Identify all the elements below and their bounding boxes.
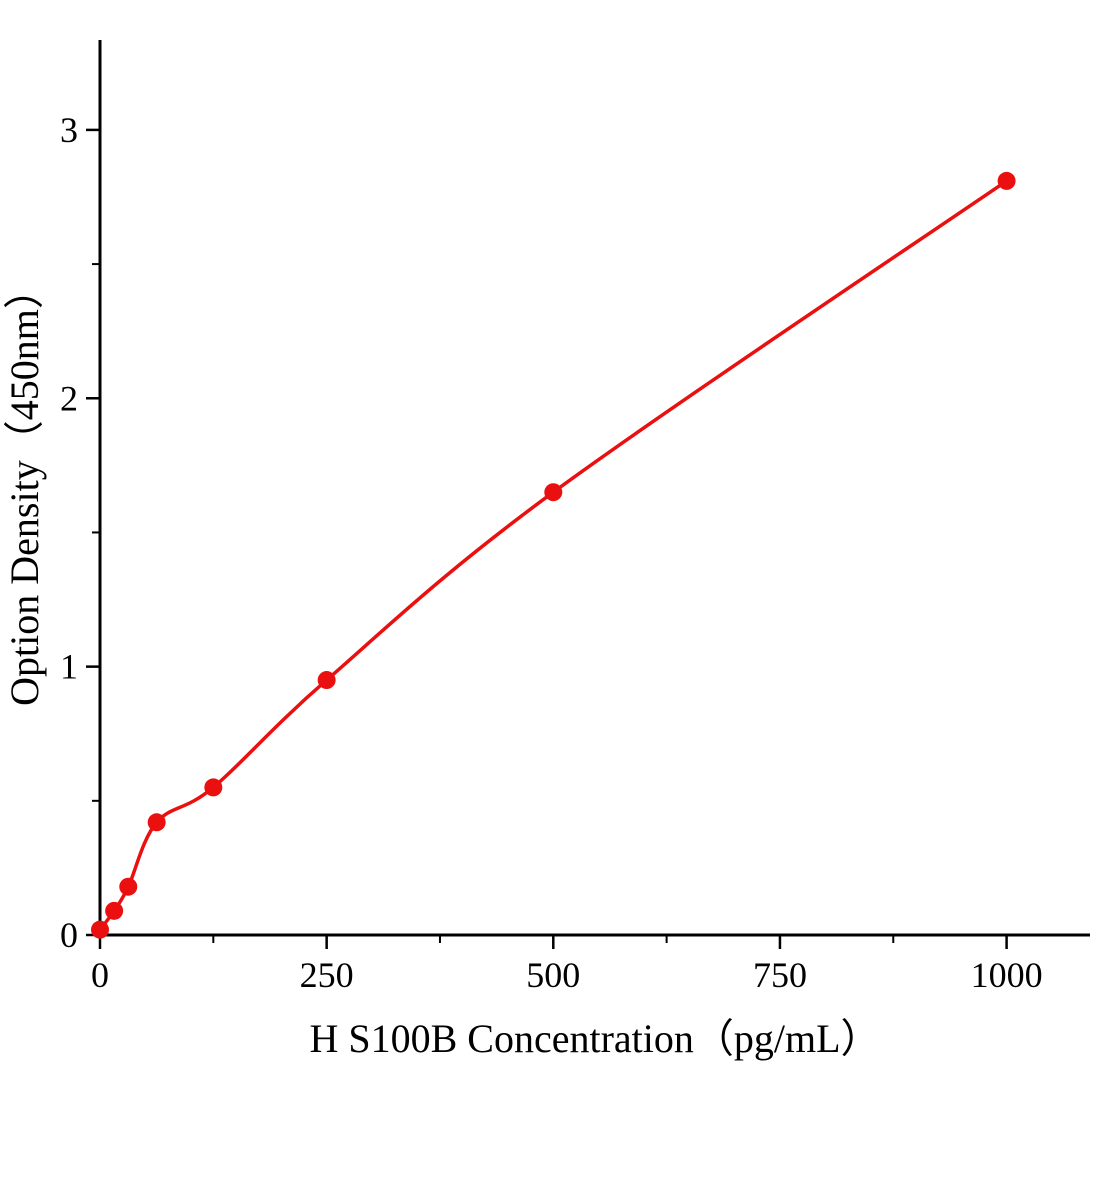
data-point [91, 920, 109, 939]
data-point [544, 483, 563, 502]
x-axis-label: H S100B Concentration（pg/mL） [309, 1016, 880, 1061]
data-point [204, 778, 223, 797]
data-point [997, 171, 1016, 190]
fit-curve [98, 179, 1009, 932]
x-tick-label: 750 [753, 955, 807, 995]
y-tick-label: 0 [60, 915, 78, 955]
data-point [317, 671, 336, 690]
y-tick-label: 1 [60, 647, 78, 687]
y-tick-label: 2 [60, 378, 78, 418]
x-tick-label: 1000 [971, 955, 1043, 995]
x-tick-label: 500 [526, 955, 580, 995]
y-axis-label: Option Density（450nm） [2, 269, 47, 706]
data-point [105, 901, 124, 920]
x-tick-label: 0 [91, 955, 109, 995]
x-tick-label: 250 [300, 955, 354, 995]
data-point [119, 877, 138, 896]
data-point [147, 813, 166, 832]
y-tick-label: 3 [60, 110, 78, 150]
